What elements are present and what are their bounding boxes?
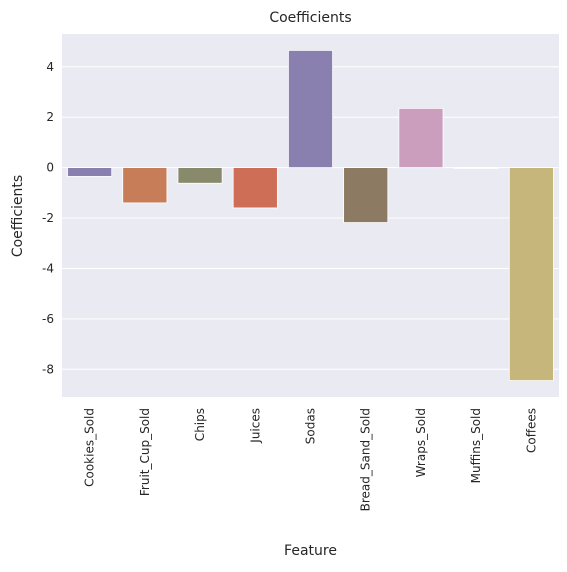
x-tick-label: Chips (193, 408, 207, 441)
y-tick-label: -8 (42, 362, 54, 376)
bar-wraps-sold (398, 107, 444, 169)
bar-juices (232, 167, 278, 209)
x-tick-label: Wraps_Sold (414, 408, 428, 477)
chart-title: Coefficients (269, 10, 351, 26)
y-tick-label: 2 (46, 110, 54, 124)
x-tick-label: Sodas (304, 408, 318, 444)
y-tick-label: -6 (42, 312, 54, 326)
bar-cookies-sold (67, 167, 113, 177)
x-tick-label: Juices (248, 408, 262, 444)
x-tick-label: Bread_Sand_Sold (359, 408, 373, 511)
x-tick-label: Muffins_Sold (469, 408, 483, 483)
y-tick-label: -2 (42, 211, 54, 225)
bar-fruit-cup-sold (122, 167, 168, 204)
y-tick-label: -4 (42, 261, 54, 275)
bar-chips (177, 167, 223, 184)
bar-muffins-sold (453, 167, 499, 169)
x-tick-label: Cookies_Sold (83, 408, 97, 487)
bar-coffees (508, 167, 554, 382)
bar-bread-sand-sold (343, 167, 389, 223)
x-axis-label: Feature (284, 543, 337, 559)
y-axis-label: Coefficients (10, 175, 26, 257)
y-tick-labels: -8 -6 -4 -2 0 2 4 (42, 60, 54, 377)
x-tick-labels: Cookies_Sold Fruit_Cup_Sold Chips Juices Sod… (83, 408, 539, 511)
y-tick-label: 0 (46, 161, 54, 175)
y-tick-label: 4 (46, 60, 54, 74)
bars (67, 49, 554, 382)
x-tick-label: Fruit_Cup_Sold (138, 408, 152, 496)
bar-sodas (288, 49, 333, 169)
x-tick-label: Coffees (524, 408, 538, 453)
